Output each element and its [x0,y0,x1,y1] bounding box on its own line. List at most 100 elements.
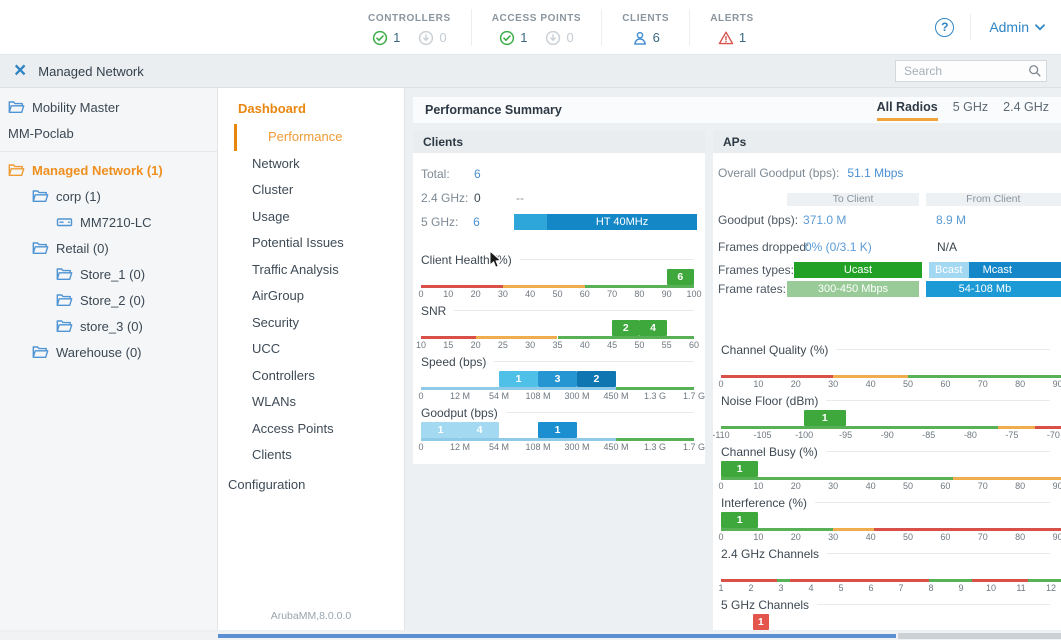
tick-label: 60 [940,532,951,542]
nav-item-clients[interactable]: Clients [252,447,292,462]
stat-access-points-check-circle[interactable]: 1 [499,30,527,46]
chart-bars: 1 [721,613,1061,630]
tree-item-label: MM-Poclab [8,125,74,141]
tick-label: 300 M [564,391,590,401]
close-icon[interactable]: × [14,59,27,82]
chart-title-text: 2.4 GHz Channels [721,546,820,561]
axis-segment [721,579,778,582]
axis-segment [721,375,834,378]
tree-item-store-2-0[interactable]: Store_2 (0) [0,287,217,313]
nav-item-performance[interactable]: Performance [234,124,404,151]
stat-access-points-down-circle[interactable]: 0 [545,30,574,46]
search-icon[interactable] [1028,64,1042,78]
nav-item-potential-issues[interactable]: Potential Issues [252,235,344,250]
stat-alerts: ALERTS 1 [689,8,774,46]
tick-label: 2 [748,583,754,593]
tick-label: 30 [828,379,839,389]
chart-axis [721,426,1061,429]
horizontal-scrollbar[interactable] [0,632,1061,640]
interference-bar: 1 [721,512,759,528]
tree-item-mm-poclab[interactable]: MM-Poclab [0,120,217,146]
chart-bars: 1 [721,409,1061,426]
overall-goodput-value: 51.1 Mbps [847,166,904,180]
nav-item-controllers[interactable]: Controllers [252,367,315,383]
axis-segment [421,387,616,390]
cell-value: 371.0 M [803,212,847,227]
tick-label: 90 [661,289,672,299]
scrollbar-thumb[interactable] [218,634,896,638]
chart-interference: Interference (%)10102030405060708090100 [718,495,1061,543]
search-input[interactable] [895,60,1047,82]
axis-segment [584,285,694,288]
tree-item-managed-network-1[interactable]: Managed Network (1) [0,157,217,183]
top-header: CONTROLLERS 1 0 ACCESS POINTS 1 0 CLIENTS 6 ALER… [0,0,1061,55]
tick-label: 0 [418,289,424,299]
overall-goodput: Overall Goodput (bps): 51.1 Mbps [718,161,1061,185]
tree-item-warehouse-0[interactable]: Warehouse (0) [0,339,217,365]
bar-segment: HT 40MHz [547,214,697,230]
tree-item-mobility-master[interactable]: Mobility Master [0,94,217,120]
nav-item-security[interactable]: Security [252,314,299,330]
chart-channels-24ghz: 2.4 GHz Channels 1 2 3 4 5 6 7 8 9 10 11 12 [718,546,1061,594]
tick-label: 10 [753,532,764,542]
nav-item-access-points[interactable]: Access Points [252,420,334,436]
device-stats: CONTROLLERS 1 0 ACCESS POINTS 1 0 CLIENTS 6 ALER… [348,0,774,54]
stat-controllers-check-circle[interactable]: 1 [372,30,400,46]
stat-controllers-down-circle[interactable]: 0 [418,30,447,46]
tree-item-label: store_3 (0) [80,318,143,334]
nav-section-dashboard[interactable]: Dashboard [238,101,306,116]
chart-channels-5ghz: 5 GHz Channels13640444852566064100104108… [721,597,1050,630]
axis-segment [421,336,476,339]
nav-item-configuration[interactable]: Configuration [228,476,306,492]
stat-label: CLIENTS [622,12,670,24]
tick-label: 0 [718,379,724,389]
tick-label: -90 [880,430,894,440]
chart-bars: 1 [721,511,1061,528]
tick-label: -85 [922,430,936,440]
column-header-from-client: From Client [925,193,1061,206]
tick-label: 108 M [525,391,551,401]
tree-item-store-3-0[interactable]: store_3 (0) [0,313,217,339]
nav-item-usage[interactable]: Usage [252,208,290,224]
tree-item-label: Warehouse (0) [56,344,142,360]
chart-title-text: Noise Floor (dBm) [721,393,819,408]
tick-label: 0 [418,442,424,452]
tab-5-ghz[interactable]: 5 GHz [952,99,989,114]
chart-ticks: -110-105-100-95-90-85-80-75-70-65 [713,429,1061,441]
tab-all-radios[interactable]: All Radios [876,100,938,121]
tick-label: 12 [1045,583,1057,593]
axis-segment [721,426,998,429]
stat-clients-person[interactable]: 6 [632,30,660,46]
tree-item-retail-0[interactable]: Retail (0) [0,235,217,261]
nav-item-traffic-analysis[interactable]: Traffic Analysis [252,261,339,277]
help-icon[interactable]: ? [935,17,955,37]
speed-bar: 1 [499,371,539,387]
nav-item-airgroup[interactable]: AirGroup [252,288,305,303]
tree-item-corp-1[interactable]: corp (1) [0,183,217,209]
chart-title-text: Interference (%) [721,495,808,510]
tab-2-4-ghz[interactable]: 2.4 GHz [1003,99,1049,114]
nav-item-network[interactable]: Network [252,155,300,171]
stat-alerts-warning-triangle[interactable]: 1 [718,30,746,46]
overall-goodput-label: Overall Goodput (bps): [718,166,840,180]
nav-item-cluster[interactable]: Cluster [252,182,294,197]
bar-segment-300-450-mbps: 300-450 Mbps [787,280,919,297]
tick-label: 80 [1015,481,1026,491]
nav-item-ucc[interactable]: UCC [252,341,281,356]
chart-title-text: Client Health (%) [421,252,512,267]
aps-row-frame-rates: Frame rates: 300-450 Mbps 54-108 Mb [718,279,1061,298]
axis-segment [971,579,1028,582]
admin-menu[interactable]: Admin [970,14,1045,40]
nav-item-wlans[interactable]: WLANs [252,394,297,409]
tree-item-store-1-0[interactable]: Store_1 (0) [0,261,217,287]
tick-label: 11 [1016,583,1026,593]
chart-plot: 1-110-105-100-95-90-85-80-75-70-65 [713,409,1061,441]
chart-title-channel-quality: Channel Quality (%) [721,342,1050,357]
chart-title-text: Goodput (bps) [421,405,498,420]
chart-ticks: 10 15 20 25 30 35 40 45 50 55 60 [416,339,699,351]
tick-label: 450 M [603,391,629,401]
stat-label: CONTROLLERS [368,12,451,24]
chart-title-channels-24ghz: 2.4 GHz Channels [721,546,1050,561]
tree-item-mm7210-lc[interactable]: MM7210-LC [0,209,217,235]
